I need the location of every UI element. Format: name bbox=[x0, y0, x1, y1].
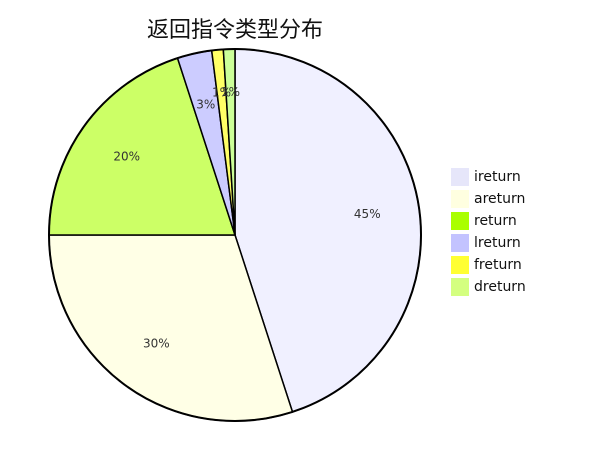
legend-swatch-lreturn bbox=[451, 234, 469, 252]
legend-label-return: return bbox=[474, 213, 517, 229]
pie-label-ireturn: 45% bbox=[354, 207, 381, 221]
pie-label-return: 20% bbox=[113, 149, 140, 163]
legend-label-areturn: areturn bbox=[474, 191, 525, 207]
legend-swatch-ireturn bbox=[451, 168, 469, 186]
legend-label-lreturn: lreturn bbox=[474, 235, 521, 251]
pie-label-dreturn: 1% bbox=[221, 85, 240, 99]
chart-title: 返回指令类型分布 bbox=[146, 18, 323, 43]
legend-label-freturn: freturn bbox=[474, 257, 522, 273]
legend-swatch-return bbox=[451, 212, 469, 230]
pie-labels: 45%30%20%3%1%1% bbox=[113, 85, 380, 350]
pie-label-freturn: 1% bbox=[212, 85, 231, 99]
legend-label-dreturn: dreturn bbox=[474, 279, 526, 295]
pie-label-areturn: 30% bbox=[143, 336, 170, 350]
legend-swatch-freturn bbox=[451, 256, 469, 274]
legend-swatch-areturn bbox=[451, 190, 469, 208]
legend-swatch-dreturn bbox=[451, 278, 469, 296]
legend-label-ireturn: ireturn bbox=[474, 169, 521, 185]
pie-outline bbox=[48, 48, 422, 422]
legend: ireturn areturn return lreturn freturn dretur… bbox=[451, 168, 526, 296]
pie-label-lreturn: 3% bbox=[196, 97, 215, 111]
pie-slices bbox=[48, 48, 422, 422]
